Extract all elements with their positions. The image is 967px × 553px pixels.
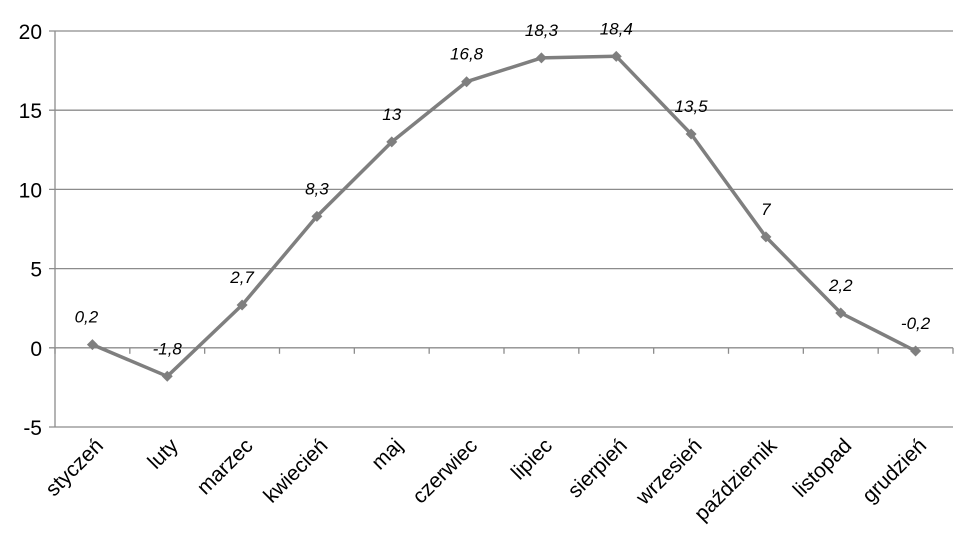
data-point-marker [386,136,398,148]
data-label: -0,2 [901,314,931,333]
x-category-label: lipiec [507,434,557,484]
data-label: 2,2 [828,276,853,295]
series-line [91,54,917,379]
data-point-marker [236,299,248,311]
data-label: 2,7 [229,268,254,287]
x-category-label: czerwiec [408,434,482,508]
axes [54,31,954,427]
x-category-label: maj [367,434,407,474]
x-category-label: listopad [789,434,856,501]
x-category-label: marzec [193,434,258,499]
y-tick-label: -5 [23,417,42,440]
data-point-marker [535,52,547,64]
data-point-marker [610,50,622,62]
data-point-marker [910,345,922,357]
data-label: 0,2 [75,308,99,327]
x-category-label: wrzesień [631,434,707,510]
x-category-label: grudzień [858,434,931,507]
series-polyline [91,54,917,379]
data-label: 13,5 [675,97,709,116]
series-markers [86,50,922,382]
y-tick-label: 10 [19,179,42,202]
x-category-label: sierpień [564,434,632,502]
data-labels: 0,2 -1,8 2,7 8,3 13 16,8 18,3 18,4 13,5 7 2,2 -0,2 [75,19,931,358]
x-category-label: luty [143,434,183,474]
y-tick-label: 0 [30,338,42,361]
data-label: 13 [382,105,401,124]
data-point-marker [685,128,697,140]
data-point-marker [161,370,173,382]
data-label: 8,3 [305,179,329,198]
x-category-label: październik [690,434,782,526]
data-point-marker [760,231,772,243]
data-label: 16,8 [450,45,484,64]
x-category-label: styczeń [41,434,108,501]
data-label: 7 [761,200,771,219]
data-label: 18,3 [525,21,559,40]
y-tick-label: 15 [19,100,42,123]
data-point-marker [311,210,323,222]
data-label: 18,4 [600,19,633,38]
data-point-marker [835,307,847,319]
y-tick-label: 5 [30,259,42,282]
y-tick-label: 20 [19,21,42,44]
x-axis-category-labels: styczeń luty marzec kwiecień maj czerwiec lipi… [41,434,931,526]
data-point-marker [86,339,98,351]
data-label: -1,8 [153,339,183,358]
gridlines [49,30,953,428]
data-point-marker [461,76,473,88]
y-axis-tick-labels: 20 15 10 5 0 -5 [19,21,42,440]
x-category-label: kwiecień [259,434,332,507]
